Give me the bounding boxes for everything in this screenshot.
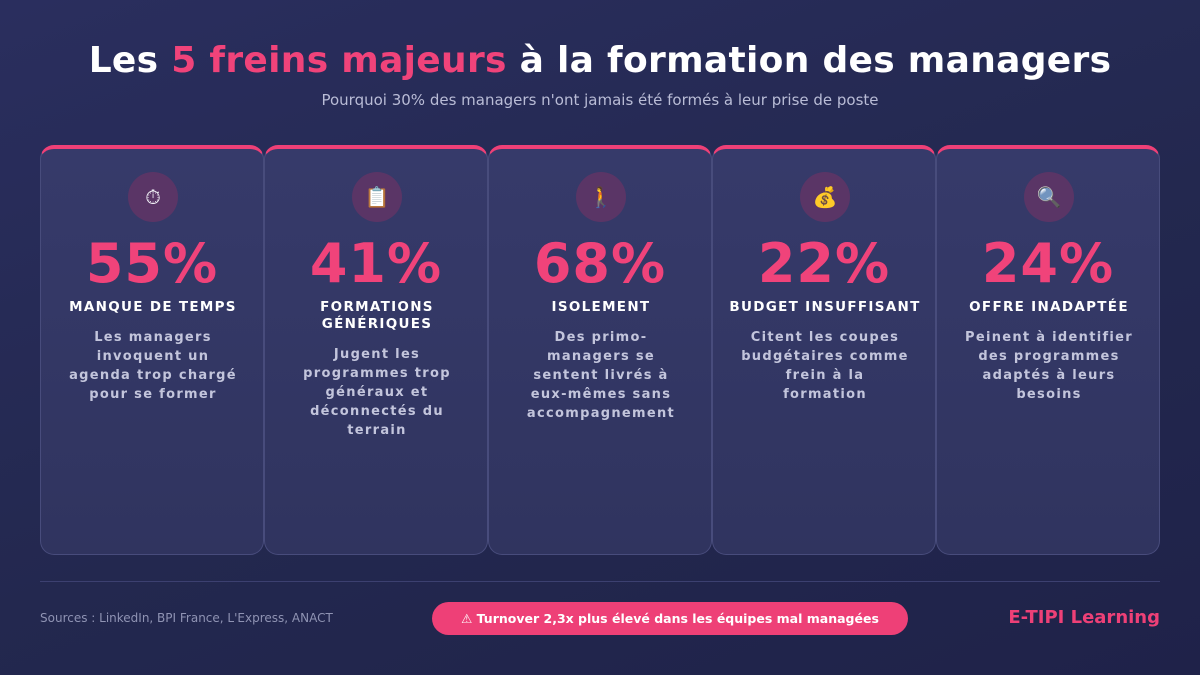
card-isolation: 🚶 68% ISOLEMENT Des primo-managers se se… xyxy=(488,145,712,555)
card-label: BUDGET INSUFFISANT xyxy=(729,299,921,315)
sources-text: Sources : LinkedIn, BPI France, L'Expres… xyxy=(40,611,333,625)
stopwatch-icon: ⏱ xyxy=(128,172,178,222)
card-label-block: OFFRE INADAPTÉE Peinent à identifier des… xyxy=(947,299,1151,404)
title-suffix: à la formation des managers xyxy=(506,40,1112,81)
card-label-block: BUDGET INSUFFISANT Citent les coupes bud… xyxy=(723,299,927,404)
card-label: MANQUE DE TEMPS xyxy=(69,299,237,315)
card-unsuitable-offer: 🔍 24% OFFRE INADAPTÉE Peinent à identifi… xyxy=(936,145,1160,555)
card-description: Citent les coupes budgétaires comme frei… xyxy=(741,330,909,402)
card-description: Les managers invoquent un agenda trop ch… xyxy=(69,330,237,402)
card-label: FORMATIONS GÉNÉRIQUES xyxy=(320,299,434,332)
card-percent: 41% xyxy=(309,232,443,295)
footer-divider xyxy=(40,581,1160,582)
card-label: ISOLEMENT xyxy=(551,299,651,315)
card-label-block: ISOLEMENT Des primo-managers se sentent … xyxy=(499,299,703,423)
turnover-alert-badge: ⚠ Turnover 2,3x plus élevé dans les équi… xyxy=(432,602,908,635)
title-accent: 5 freins majeurs xyxy=(171,40,507,81)
card-generic-training: 📋 41% FORMATIONS GÉNÉRIQUES Jugent les p… xyxy=(264,145,488,555)
card-label-block: FORMATIONS GÉNÉRIQUES Jugent les program… xyxy=(275,299,479,440)
card-description: Peinent à identifier des programmes adap… xyxy=(965,330,1134,402)
card-label: OFFRE INADAPTÉE xyxy=(969,299,1129,315)
card-budget: 💰 22% BUDGET INSUFFISANT Citent les coup… xyxy=(712,145,936,555)
card-description: Jugent les programmes trop généraux et d… xyxy=(303,347,451,438)
card-percent: 68% xyxy=(533,232,667,295)
cards-row: ⏱ 55% MANQUE DE TEMPS Les managers invoq… xyxy=(40,145,1160,555)
magnifier-icon: 🔍 xyxy=(1024,172,1074,222)
page-title: Les 5 freins majeurs à la formation des … xyxy=(0,40,1200,81)
card-percent: 22% xyxy=(757,232,891,295)
brand-logo-text: E-TIPI Learning xyxy=(1008,607,1160,628)
page-subtitle: Pourquoi 30% des managers n'ont jamais é… xyxy=(321,91,879,109)
card-description: Des primo-managers se sentent livrés à e… xyxy=(526,330,676,421)
title-prefix: Les xyxy=(88,40,172,81)
clipboard-icon: 📋 xyxy=(352,172,402,222)
card-time: ⏱ 55% MANQUE DE TEMPS Les managers invoq… xyxy=(40,145,264,555)
money-bag-icon: 💰 xyxy=(800,172,850,222)
card-percent: 24% xyxy=(981,232,1115,295)
walking-person-icon: 🚶 xyxy=(576,172,626,222)
card-percent: 55% xyxy=(85,232,219,295)
card-label-block: MANQUE DE TEMPS Les managers invoquent u… xyxy=(51,299,255,404)
